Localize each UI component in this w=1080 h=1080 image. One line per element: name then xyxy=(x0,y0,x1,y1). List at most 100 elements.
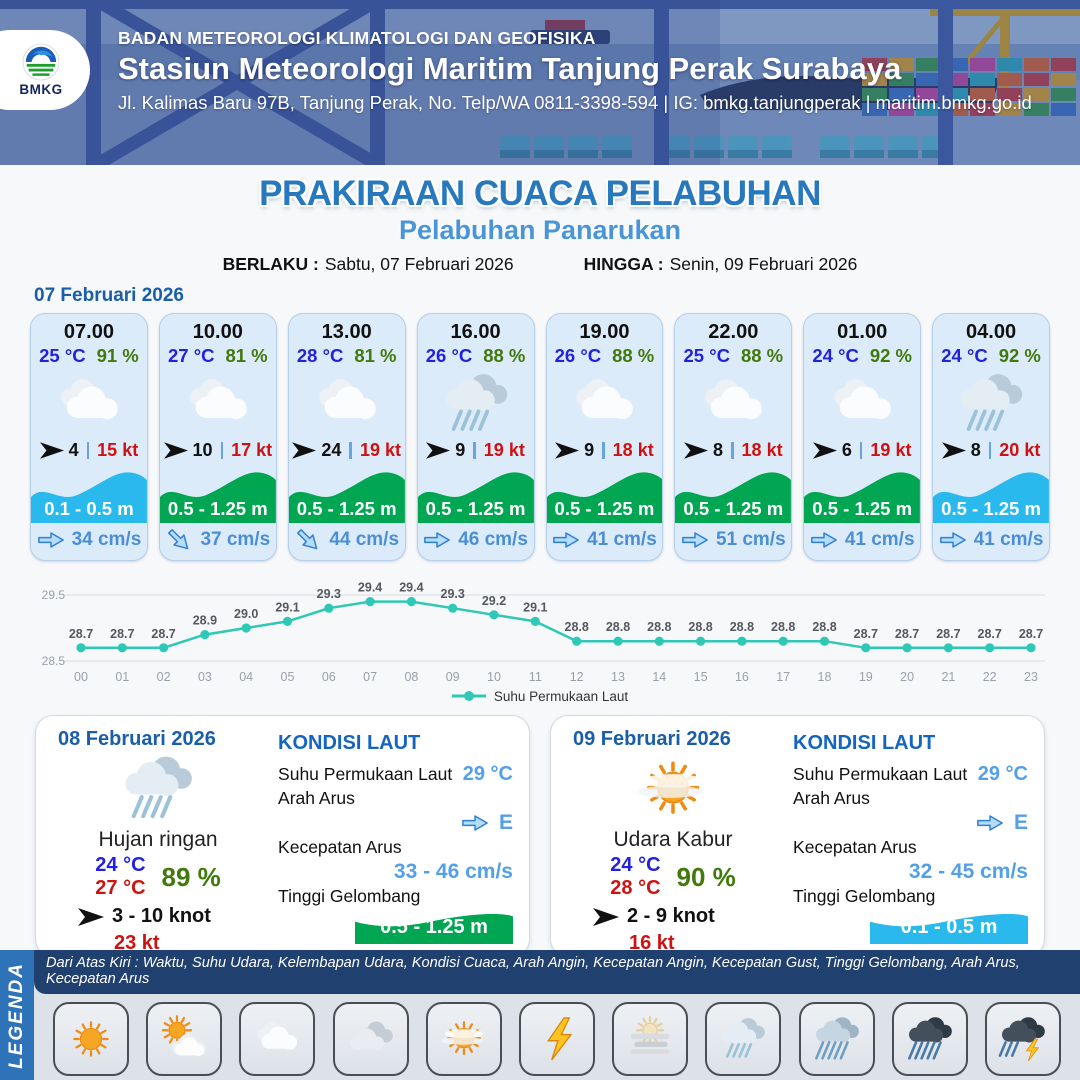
current-speed-value: 41 cm/s xyxy=(587,529,657,550)
bmkg-logo-label: BMKG xyxy=(19,82,63,97)
humidity-value: 92 % xyxy=(869,345,913,366)
svg-text:28.5: 28.5 xyxy=(42,654,66,668)
agency-name: BADAN METEOROLOGI KLIMATOLOGI DAN GEOFIS… xyxy=(118,28,596,48)
svg-text:17: 17 xyxy=(776,670,790,684)
wave-height-badge: 0.5 - 1.25 m xyxy=(546,467,663,523)
chart-legend-marker-icon xyxy=(451,691,486,701)
wave-shape xyxy=(933,472,1049,523)
day-condition: Udara Kabur xyxy=(613,828,733,851)
wave-shape xyxy=(675,472,792,523)
temperature-value: 27 °C xyxy=(167,345,215,366)
wind-speed-value: 9 xyxy=(455,440,466,460)
wave-height-badge: 0.5 - 1.25 m xyxy=(804,467,921,523)
current-row: 41 cm/s xyxy=(547,523,663,560)
weather-icon xyxy=(822,368,902,440)
header-logo: BMKG xyxy=(0,30,90,110)
wave-badge: 0.5 - 1.25 m xyxy=(355,911,513,944)
svg-text:22: 22 xyxy=(983,670,997,684)
humidity-value: 88 % xyxy=(483,345,526,366)
humidity-value: 88 % xyxy=(740,345,784,366)
berlaku-value: Sabtu, 07 Februari 2026 xyxy=(324,254,514,274)
svg-text:00: 00 xyxy=(74,670,88,684)
wind-row: 8 20 kt xyxy=(941,440,1041,461)
legend-item: Cerah xyxy=(46,1002,136,1080)
current-arrow-icon xyxy=(297,529,318,550)
svg-text:29.3: 29.3 xyxy=(441,587,465,601)
wave-height-value: 0.5 - 1.25 m xyxy=(425,498,526,519)
legend-item-icon xyxy=(239,1002,316,1076)
wave-shape xyxy=(870,913,1028,944)
wind-gust-value: 15 kt xyxy=(97,440,139,460)
current-arrow-icon xyxy=(424,532,451,548)
temperature-value: 26 °C xyxy=(554,345,602,366)
legend-item-icon xyxy=(518,1002,595,1076)
day-wind-range: 3 - 10 knot xyxy=(112,905,211,927)
legend-item-icon xyxy=(53,1002,129,1076)
humidity-value: 81 % xyxy=(225,345,268,366)
time-label: 01.00 xyxy=(837,321,888,343)
sst-value: 29 °C xyxy=(977,763,1028,785)
current-row: 44 cm/s xyxy=(289,523,405,560)
legend-item: Berawan Tebal xyxy=(326,1002,416,1080)
legend-item: Udara Kabur xyxy=(419,1002,509,1080)
current-row: 51 cm/s xyxy=(675,523,791,560)
legend-item-icon xyxy=(891,1002,968,1076)
wave-height-value: 0.5 - 1.25 m xyxy=(554,498,655,519)
svg-text:29.0: 29.0 xyxy=(234,607,258,621)
weather-icon xyxy=(49,368,129,440)
svg-text:06: 06 xyxy=(322,670,336,684)
temperature-value: 28 °C xyxy=(296,345,344,366)
wind-row: 9 18 kt xyxy=(555,440,654,461)
current-arrow-icon xyxy=(810,532,837,548)
current-speed-value: 41 cm/s xyxy=(973,529,1044,550)
day-temp-day: 27 °C xyxy=(95,877,146,899)
wave-height-badge: 0.5 - 1.25 m xyxy=(288,467,405,523)
current-arrow-icon xyxy=(553,532,579,548)
current-speed-value: 46 cm/s xyxy=(458,529,528,550)
page-title: PRAKIRAAN CUACA PELABUHAN xyxy=(259,174,821,213)
svg-text:08: 08 xyxy=(404,670,418,684)
forecast-card: 04.00 24 °C 92 % 8 20 kt xyxy=(932,313,1050,561)
svg-text:16: 16 xyxy=(735,670,749,684)
wind-row: 10 17 kt xyxy=(163,440,272,461)
svg-text:28.9: 28.9 xyxy=(193,614,217,628)
svg-text:19: 19 xyxy=(859,670,873,684)
wind-row: 6 19 kt xyxy=(812,440,912,461)
day-weather-icon xyxy=(626,751,720,827)
legend-section: LEGENDA Dari Atas Kiri : Waktu, Suhu Uda… xyxy=(0,950,1080,1080)
day-temp-day: 28 °C xyxy=(610,877,661,899)
humidity-value: 91 % xyxy=(96,345,139,366)
wave-shape xyxy=(159,472,276,523)
wind-direction-icon xyxy=(593,907,619,926)
page-subtitle: Pelabuhan Panarukan xyxy=(398,215,682,245)
svg-text:28.7: 28.7 xyxy=(854,627,878,641)
svg-text:23: 23 xyxy=(1024,670,1038,684)
wave-shape xyxy=(355,913,513,944)
sst-value: 29 °C xyxy=(462,763,513,785)
svg-text:12: 12 xyxy=(570,670,584,684)
wave-height-value: 0.5 - 1.25 m xyxy=(683,498,784,519)
wind-gust-value: 19 kt xyxy=(870,440,912,460)
current-arrow-icon xyxy=(37,532,64,548)
svg-text:29.3: 29.3 xyxy=(317,587,341,601)
station-address: Jl. Kalimas Baru 97B, Tanjung Perak, No.… xyxy=(118,92,1032,113)
wind-gust-value: 20 kt xyxy=(999,440,1041,460)
legend-item-icon xyxy=(146,1002,223,1076)
chart-legend: Suhu Permukaan Laut xyxy=(0,685,1080,707)
sst-label: Suhu Permukaan Laut xyxy=(793,764,968,784)
weather-icon xyxy=(178,368,258,440)
svg-text:28.7: 28.7 xyxy=(69,627,93,641)
hingga-label: HINGGA : xyxy=(583,254,664,274)
svg-text:28.7: 28.7 xyxy=(978,627,1002,641)
hourly-cards-row: 07.00 25 °C 91 % 4 15 kt xyxy=(30,313,1050,561)
current-row: 37 cm/s xyxy=(160,523,276,560)
wind-speed-value: 8 xyxy=(970,440,981,460)
wind-speed-value: 8 xyxy=(713,440,724,460)
legend-item-icon xyxy=(425,1002,502,1076)
temperature-value: 24 °C xyxy=(812,345,859,366)
current-row: 41 cm/s xyxy=(933,523,1049,560)
svg-text:28.8: 28.8 xyxy=(812,620,836,634)
forecast-card: 22.00 25 °C 88 % 8 18 kt xyxy=(674,313,793,561)
forecast-card: 01.00 24 °C 92 % 6 19 kt xyxy=(803,313,922,561)
